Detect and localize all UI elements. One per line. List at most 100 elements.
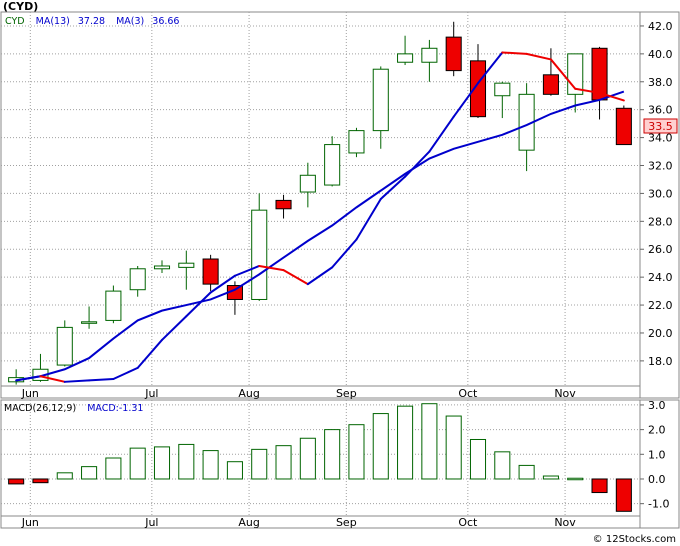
price-x-tick-label: Aug [238,387,259,400]
macd-y-tick-label: -1.0 [648,498,669,511]
macd-bar-positive [518,464,535,480]
macd-x-tick-label: Nov [554,516,576,529]
macd-grid [1,400,644,516]
price-y-tick-label: 24.0 [648,271,673,284]
ma3-segment [525,52,552,61]
macd-bar-positive [445,415,462,480]
ma3-segment [477,51,504,85]
legend-ticker: CYD [5,16,25,27]
macd-params: MACD(26,12,9) [4,403,76,414]
price-y-tick-label: 40.0 [648,48,673,61]
ma3-segment [15,375,42,382]
macd-bar-positive [542,475,559,480]
last-price-box [643,118,678,134]
ma3-segment [331,238,358,269]
price-x-tick-label: Sep [336,387,357,400]
macd-bar-positive [56,472,73,480]
ma3-segment [161,315,188,341]
candle-up [129,268,146,291]
price-y-tick-label: 30.0 [648,187,673,200]
ma3-segment [404,150,431,178]
candle-up [372,68,389,132]
macd-y-tick-label: 1.0 [648,448,666,461]
candle-down [275,199,292,210]
ma3-segment [209,274,236,294]
ma3-segment [574,87,601,94]
ma3-segment [112,366,139,381]
macd-bar-positive [251,448,268,480]
candle-up [105,290,122,321]
price-y-tick-label: 18.0 [648,355,673,368]
candle-up [494,82,511,97]
price-x-tick-label: Jun [21,387,39,400]
candle-up [153,265,171,270]
ma3-segment [501,51,528,55]
macd-bar-positive [324,429,341,480]
macd-x-tick-label: Jul [144,516,158,529]
candle-up [324,144,341,186]
macd-bar-negative [32,478,49,484]
ma3-segment [379,175,407,200]
price-grid [1,12,644,386]
macd-bar-positive [299,437,316,480]
ma3-segment [233,264,261,277]
candle-up [56,326,73,366]
macd-bar-positive [421,403,438,480]
price-y-tick-label: 38.0 [648,76,673,89]
macd-bar-negative [8,478,25,485]
candle-down [615,107,632,146]
macd-x-tick-labels: Jun Jul Aug Sep Oct Nov [21,516,577,529]
ma3-segment [185,291,212,318]
macd-bar-positive [494,451,511,480]
price-y-tick-label: 26.0 [648,243,673,256]
ma3-segment [306,266,334,286]
price-y-tick-label: 34.0 [648,132,673,145]
candle-up [178,262,195,268]
macd-bar-positive [275,445,292,480]
macd-bar-positive [178,443,195,480]
macd-bar-positive [397,405,414,480]
macd-bars [8,403,632,512]
ma3-segment [258,264,285,272]
legend-ma3-value: 36.66 [152,16,179,27]
macd-x-tick-label: Aug [238,516,259,529]
macd-bar-positive [153,446,171,480]
legend-ma3-label: MA(3) [116,16,144,27]
candle-up [81,321,98,324]
macd-bar-positive [226,461,243,480]
price-y-tick-label: 22.0 [648,299,673,312]
ma3-segment [355,198,382,241]
legend-ma13-value: 37.28 [78,16,105,27]
macd-x-tick-label: Oct [458,516,478,529]
ma3-segment [136,338,163,369]
candle-down [469,60,487,118]
macd-x-tick-label: Jun [21,516,39,529]
macd-bar-positive [372,413,389,480]
price-y-tick-label: 20.0 [648,327,673,340]
watermark: © 12Stocks.com [593,534,676,545]
ma3-segment [549,58,577,90]
price-x-tick-label: Nov [554,387,576,400]
ma3-segment [88,378,115,382]
ma3-segment [282,269,309,286]
price-y-tick-label: 36.0 [648,104,673,117]
macd-bar-positive [105,457,122,480]
last-price-label: 33.5 [648,120,673,133]
ma13-line [15,90,625,382]
price-x-tick-labels: Jun Jul Aug Sep Oct Nov [21,387,577,400]
candle-up [299,174,316,193]
macd-x-tick-label: Sep [336,516,357,529]
macd-bar-positive [567,477,584,481]
candle-down [202,258,219,285]
candlestick-series [8,21,632,385]
macd-bar-negative [615,478,632,512]
ma3-segment [598,91,625,102]
ma3-segment [452,82,479,118]
ma3-segment [63,379,91,383]
candle-down [542,74,559,95]
macd-y-tick-label: 3.0 [648,399,666,412]
macd-y-tick-labels: -1.0 0.0 1.0 2.0 3.0 [648,399,669,511]
price-x-tick-label: Oct [458,387,478,400]
macd-value: MACD:-1.31 [87,403,143,414]
ma3-segment [428,115,455,153]
